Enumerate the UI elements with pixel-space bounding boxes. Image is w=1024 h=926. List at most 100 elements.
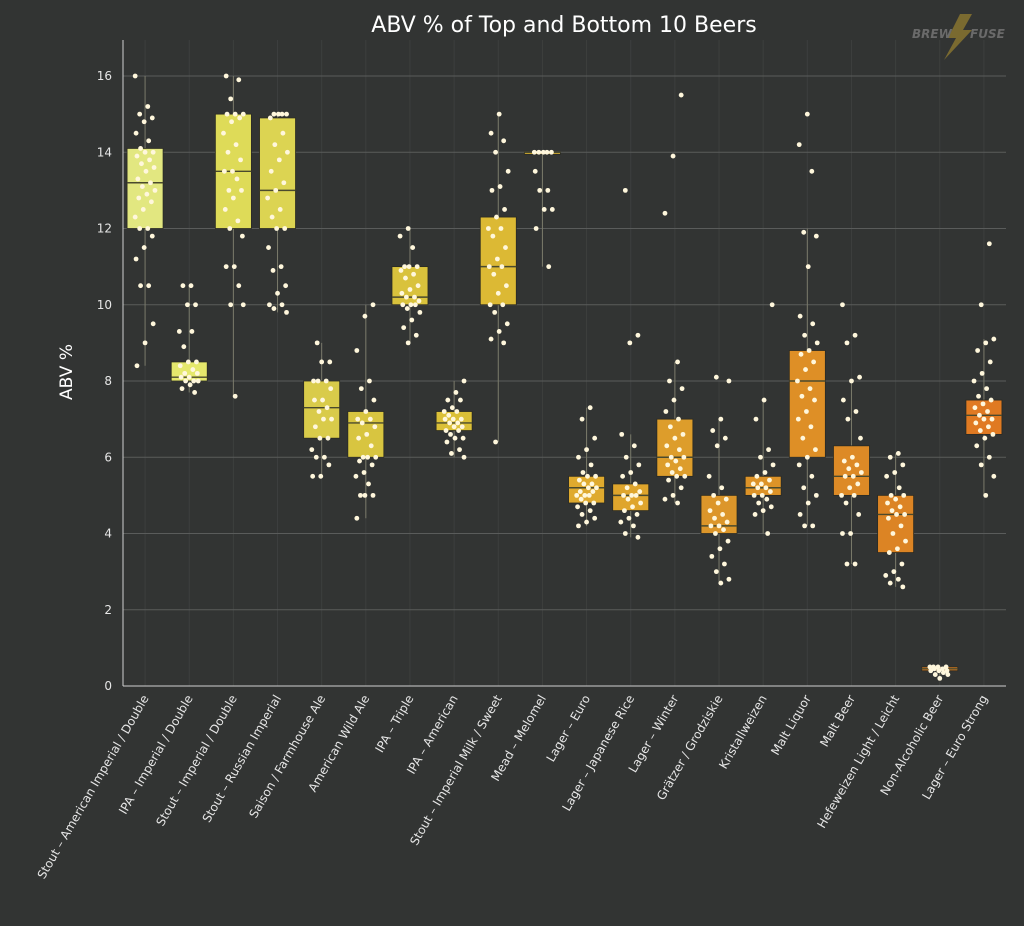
data-point bbox=[980, 401, 986, 407]
data-point bbox=[801, 229, 807, 235]
data-point bbox=[500, 302, 506, 308]
data-point bbox=[883, 573, 889, 578]
data-point bbox=[852, 332, 858, 338]
data-point bbox=[355, 416, 361, 422]
data-point bbox=[675, 359, 680, 365]
data-point bbox=[273, 187, 279, 193]
boxes bbox=[126, 76, 1003, 679]
box bbox=[656, 418, 694, 477]
data-point bbox=[796, 462, 802, 468]
data-point bbox=[356, 435, 362, 441]
y-axis-ticks: 0 2 4 6 8 10 12 14 16 bbox=[97, 69, 112, 693]
data-point bbox=[414, 264, 420, 270]
data-point bbox=[974, 443, 980, 449]
data-point bbox=[541, 207, 547, 212]
data-point bbox=[415, 283, 421, 289]
data-point bbox=[459, 424, 465, 430]
data-point bbox=[408, 302, 414, 308]
data-point bbox=[545, 187, 551, 193]
data-point bbox=[179, 386, 185, 392]
data-point bbox=[770, 462, 776, 468]
data-point bbox=[986, 454, 992, 460]
data-point bbox=[182, 370, 188, 376]
data-point bbox=[271, 111, 277, 117]
data-point bbox=[132, 73, 138, 79]
data-point bbox=[676, 416, 681, 422]
data-point bbox=[400, 302, 406, 308]
data-point bbox=[191, 378, 197, 384]
data-point bbox=[234, 176, 240, 182]
data-point bbox=[238, 157, 243, 163]
data-point bbox=[321, 454, 327, 460]
data-point bbox=[802, 332, 808, 338]
data-point bbox=[458, 416, 464, 422]
data-point bbox=[270, 268, 276, 273]
data-point bbox=[857, 374, 862, 380]
data-point bbox=[443, 428, 449, 433]
data-point bbox=[991, 336, 997, 342]
data-point bbox=[717, 546, 723, 552]
data-point bbox=[722, 435, 728, 441]
data-point bbox=[809, 168, 815, 174]
data-point bbox=[675, 500, 680, 506]
x-category-label: IPA – Triple bbox=[372, 693, 416, 755]
data-point bbox=[977, 412, 982, 418]
data-point bbox=[240, 111, 246, 117]
data-point bbox=[805, 264, 811, 270]
data-point bbox=[796, 142, 802, 148]
data-point bbox=[670, 153, 676, 159]
data-point bbox=[755, 485, 761, 491]
data-point bbox=[540, 149, 546, 155]
data-point bbox=[456, 428, 462, 433]
data-point bbox=[585, 473, 590, 479]
data-point bbox=[445, 397, 451, 403]
y-tick-label: 14 bbox=[97, 145, 112, 159]
data-point bbox=[265, 195, 271, 201]
data-point bbox=[311, 378, 316, 384]
data-point bbox=[363, 409, 369, 414]
data-point bbox=[886, 550, 892, 555]
data-point bbox=[441, 409, 447, 414]
data-point bbox=[317, 435, 323, 441]
data-point bbox=[840, 302, 845, 308]
data-point bbox=[230, 168, 235, 174]
data-point bbox=[460, 435, 466, 441]
data-point bbox=[398, 268, 404, 273]
data-point bbox=[140, 207, 146, 212]
data-point bbox=[663, 409, 669, 414]
data-point bbox=[230, 195, 236, 201]
data-point bbox=[194, 359, 199, 365]
data-point bbox=[141, 119, 147, 125]
data-point bbox=[676, 447, 682, 453]
data-point bbox=[726, 378, 732, 384]
data-point bbox=[187, 382, 193, 388]
data-point bbox=[839, 492, 844, 498]
data-point bbox=[267, 115, 273, 121]
data-point bbox=[549, 207, 555, 212]
data-point bbox=[354, 515, 360, 521]
data-point bbox=[802, 523, 808, 529]
data-point bbox=[236, 283, 242, 289]
data-point bbox=[367, 378, 372, 384]
data-point bbox=[753, 416, 759, 422]
data-point bbox=[752, 512, 758, 517]
data-point bbox=[139, 184, 145, 189]
data-point bbox=[136, 195, 142, 201]
x-category-label: Stout – Russian Imperial bbox=[200, 693, 285, 825]
data-point bbox=[813, 492, 819, 498]
y-tick-label: 0 bbox=[104, 679, 112, 693]
data-point bbox=[754, 473, 760, 479]
data-point bbox=[976, 393, 981, 399]
data-point bbox=[143, 168, 149, 174]
data-point bbox=[452, 435, 458, 441]
data-point bbox=[504, 321, 510, 327]
data-point bbox=[759, 492, 765, 498]
data-point bbox=[709, 553, 715, 559]
data-point bbox=[454, 409, 460, 414]
data-point bbox=[486, 264, 492, 270]
data-point bbox=[499, 264, 505, 270]
data-point bbox=[594, 485, 599, 491]
data-point bbox=[358, 492, 363, 498]
grid bbox=[122, 40, 1006, 687]
data-point bbox=[843, 500, 849, 506]
